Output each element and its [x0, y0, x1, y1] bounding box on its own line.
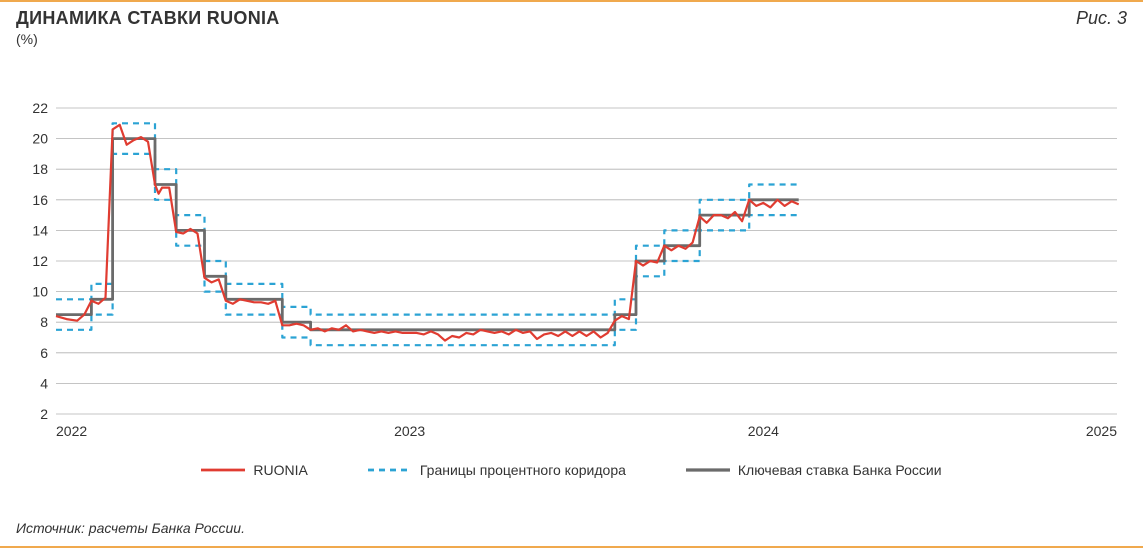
series-corridor_upper: [56, 123, 799, 314]
y-tick-label: 8: [40, 314, 48, 330]
y-tick-label: 16: [32, 192, 48, 208]
legend-item-corridor_upper: Границы процентного коридора: [368, 462, 626, 478]
x-tick-label: 2024: [748, 423, 779, 439]
chart-area: 2468101214161820222022202320242025: [16, 102, 1127, 442]
source-text: Источник: расчеты Банка России.: [16, 520, 245, 536]
y-tick-label: 20: [32, 131, 48, 147]
x-tick-label: 2022: [56, 423, 87, 439]
legend-label: Ключевая ставка Банка России: [738, 462, 942, 478]
legend: RUONIA Границы процентного коридора Ключев…: [0, 462, 1143, 478]
y-tick-label: 12: [32, 253, 48, 269]
y-tick-label: 2: [40, 406, 48, 422]
y-tick-label: 10: [32, 284, 48, 300]
legend-label: Границы процентного коридора: [420, 462, 626, 478]
chart-title: ДИНАМИКА СТАВКИ RUONIA: [16, 8, 280, 29]
chart-subtitle: (%): [16, 31, 280, 47]
header: ДИНАМИКА СТАВКИ RUONIA (%) Рис. 3: [0, 2, 1143, 47]
x-tick-label: 2023: [394, 423, 425, 439]
figure-container: ДИНАМИКА СТАВКИ RUONIA (%) Рис. 3 2 4 6 8 10…: [0, 0, 1143, 548]
legend-swatch: [368, 463, 412, 477]
series-corridor_lower: [56, 154, 799, 345]
y-tick-label: 6: [40, 345, 48, 361]
title-block: ДИНАМИКА СТАВКИ RUONIA (%): [16, 8, 280, 47]
y-tick-label: 4: [40, 375, 48, 391]
chart-svg: 2468101214161820222022202320242025: [16, 102, 1127, 442]
legend-swatch: [201, 463, 245, 477]
legend-item-ruonia: RUONIA: [201, 462, 307, 478]
y-tick-label: 14: [32, 222, 48, 238]
legend-item-key_rate: Ключевая ставка Банка России: [686, 462, 942, 478]
legend-swatch: [686, 463, 730, 477]
series-ruonia: [56, 125, 799, 341]
series-key_rate: [56, 139, 799, 330]
figure-label: Рис. 3: [1076, 8, 1127, 29]
legend-label: RUONIA: [253, 462, 307, 478]
y-tick-label: 22: [32, 102, 48, 116]
x-tick-label: 2025: [1086, 423, 1117, 439]
y-tick-label: 18: [32, 161, 48, 177]
